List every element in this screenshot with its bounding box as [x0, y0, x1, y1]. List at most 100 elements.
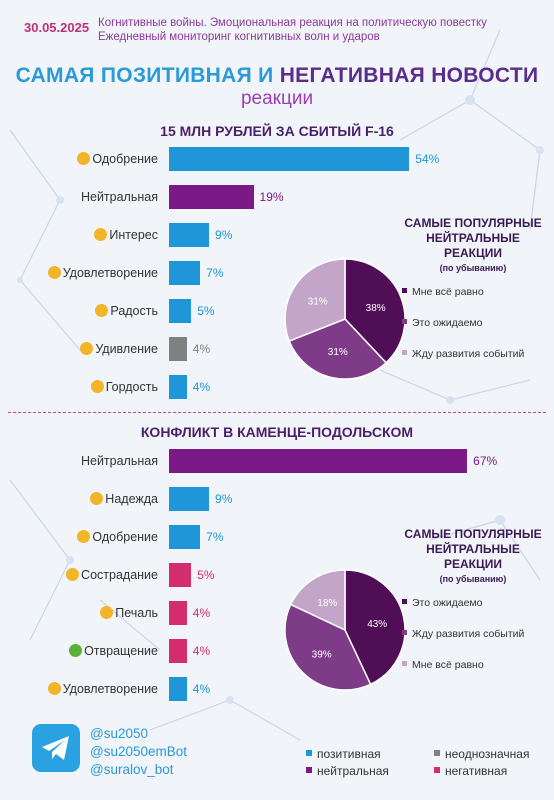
value-label: 67%	[473, 454, 498, 468]
bar	[169, 601, 187, 625]
legend-text: Жду развития событий	[412, 628, 525, 640]
bar	[169, 299, 192, 323]
legend-item-0: позитивная	[306, 746, 381, 762]
subtitle-line-1: Когнитивные войны. Эмоциональная реакция…	[98, 17, 487, 29]
category-text: Удовлетворение	[62, 266, 158, 280]
legend-item-1: неоднозначная	[434, 746, 529, 762]
handle-su2050[interactable]: @su2050	[90, 726, 148, 741]
bar	[169, 563, 192, 587]
legend-swatch	[306, 750, 312, 756]
approval-icon	[77, 152, 91, 165]
chart-2-title: КОНФЛИКТ В КАМЕНЦЕ-ПОДОЛЬСКОМ	[140, 424, 414, 440]
section-divider	[8, 412, 546, 413]
compassion-icon	[66, 568, 80, 581]
legend-text: позитивная	[317, 747, 381, 761]
joy-icon	[95, 304, 109, 317]
pie-slice	[344, 258, 406, 364]
value-label: 4%	[192, 342, 211, 356]
category-text: Печаль	[115, 606, 158, 620]
surprise-icon	[80, 342, 94, 355]
pie-1-title: САМЫЕ ПОПУЛЯРНЫЕ НЕЙТРАЛЬНЫЕ РЕАКЦИИ (по…	[396, 216, 550, 276]
category-label: Отвращение	[8, 639, 158, 663]
bar	[169, 677, 187, 701]
category-label: Удовлетворение	[8, 261, 158, 285]
category-text: Удивление	[95, 342, 158, 356]
category-label: Удовлетворение	[8, 677, 158, 701]
bar	[169, 449, 468, 473]
legend-swatch	[402, 599, 407, 604]
disgust-icon	[69, 644, 83, 657]
bar	[169, 185, 254, 209]
legend-text: Мне всё равно	[412, 286, 484, 298]
category-text: Радость	[110, 304, 158, 318]
value-label: 5%	[197, 568, 215, 582]
legend-item-3: негативная	[434, 763, 507, 779]
category-label: Интерес	[8, 223, 158, 247]
pie-chart-1: 38% 31% 31%	[284, 258, 406, 380]
pie-legend-item: Жду развития событий	[402, 347, 524, 361]
legend-swatch	[434, 750, 440, 756]
handle-suralov-bot[interactable]: @suralov_bot	[90, 762, 174, 777]
bar	[169, 525, 201, 549]
pie-slice-label: 39%	[312, 649, 332, 660]
category-label: Надежда	[8, 487, 158, 511]
category-text: Отвращение	[84, 644, 158, 658]
bar	[169, 223, 210, 247]
pie-slice-label: 18%	[317, 598, 337, 609]
pie-2-title: САМЫЕ ПОПУЛЯРНЫЕ НЕЙТРАЛЬНЫЕ РЕАКЦИИ (по…	[396, 527, 550, 587]
pie-legend-item: Это ожидаемо	[402, 596, 482, 610]
sadness-icon	[100, 606, 114, 619]
legend-swatch	[402, 319, 407, 324]
bar	[169, 261, 201, 285]
approval-icon	[77, 530, 91, 543]
category-text: Одобрение	[92, 152, 158, 166]
category-label: Одобрение	[8, 525, 158, 549]
pie-slice	[288, 318, 388, 380]
value-label: 4%	[192, 644, 211, 658]
legend-text: неоднозначная	[445, 747, 530, 761]
legend-text: негативная	[445, 764, 508, 778]
pie-slice	[284, 603, 372, 691]
pie-slice-label: 43%	[367, 619, 387, 630]
bar	[169, 487, 210, 511]
pie-1-title-line-1: САМЫЕ ПОПУЛЯРНЫЕ	[404, 216, 542, 230]
value-label: 4%	[192, 682, 211, 696]
bar	[169, 147, 410, 171]
value-label: 7%	[206, 266, 224, 280]
category-label: Радость	[8, 299, 158, 323]
pie-slice-label: 31%	[308, 296, 328, 307]
telegram-icon[interactable]	[32, 724, 80, 772]
legend-text: нейтральная	[317, 764, 389, 778]
hope-icon	[90, 492, 104, 505]
legend-swatch	[402, 661, 407, 666]
pie-2-title-line-1: САМЫЕ ПОПУЛЯРНЫЕ	[404, 527, 542, 541]
subtitle-line-2: Ежедневный мониторинг когнитивных волн и…	[98, 31, 380, 43]
category-text: Нейтральная	[80, 190, 158, 204]
legend-swatch	[402, 288, 407, 293]
page-title-part-1: САМАЯ ПОЗИТИВНАЯ И	[15, 64, 274, 87]
category-label: Удивление	[8, 337, 158, 361]
social-handles: @su2050 @su2050emBot @suralov_bot	[90, 725, 187, 779]
value-label: 54%	[415, 152, 440, 166]
pie-slice-label: 38%	[366, 303, 386, 314]
category-text: Гордость	[105, 380, 158, 394]
interest-icon	[94, 228, 108, 241]
category-text: Нейтральная	[80, 454, 158, 468]
category-text: Сострадание	[81, 568, 158, 582]
page-title-part-2: НЕГАТИВНАЯ НОВОСТИ	[279, 64, 539, 87]
legend-text: Жду развития событий	[412, 348, 525, 360]
category-text: Одобрение	[92, 530, 158, 544]
bar	[169, 375, 187, 399]
telegram-plane-icon	[42, 736, 69, 760]
pie-1-title-line-2: НЕЙТРАЛЬНЫЕ РЕАКЦИИ	[426, 231, 520, 260]
pie-chart-2: 43% 39% 18%	[284, 569, 406, 691]
handle-su2050embot[interactable]: @su2050emBot	[90, 744, 188, 759]
legend-swatch	[434, 767, 440, 773]
category-label: Сострадание	[8, 563, 158, 587]
bar	[169, 337, 187, 361]
page-title: САМАЯ ПОЗИТИВНАЯ И НЕГАТИВНАЯ НОВОСТИ	[0, 64, 554, 88]
pie-legend-item: Мне всё равно	[402, 285, 484, 299]
value-label: 19%	[259, 190, 284, 204]
pie-slice	[344, 569, 406, 686]
value-label: 4%	[192, 606, 211, 620]
